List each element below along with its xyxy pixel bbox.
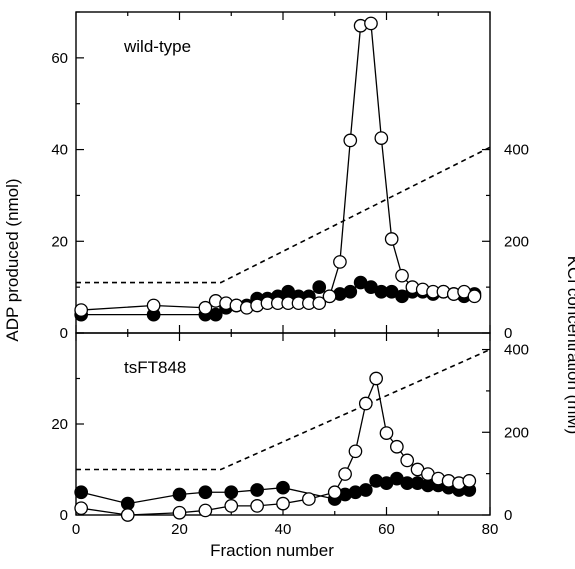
y-right-tick-label: 400 xyxy=(504,142,529,159)
y-right-tick-label: 200 xyxy=(504,233,529,250)
x-tick-label: 40 xyxy=(275,521,292,538)
panel-title: wild-type xyxy=(123,37,191,56)
panel-wild-type: 0 20 40 60 0 200 400 wild-type xyxy=(51,11,529,342)
open-circle-point xyxy=(384,232,399,246)
open-circle-point xyxy=(462,474,477,488)
filled-circle-point xyxy=(250,483,264,497)
y-right-tick-label: 200 xyxy=(504,424,529,441)
open-circle-point xyxy=(250,499,264,513)
open-circle-point xyxy=(358,396,373,411)
filled-circle-point xyxy=(172,487,187,502)
y-right-tick-label: 400 xyxy=(504,342,529,359)
open-circle-point xyxy=(333,255,347,269)
filled-circle-point xyxy=(208,307,223,322)
y-axis-left-title: ADP produced (nmol) xyxy=(3,178,22,341)
open-circle-point xyxy=(338,467,352,481)
open-circle-point xyxy=(172,505,187,520)
plot-frame xyxy=(75,11,491,334)
x-tick-label: 80 xyxy=(482,521,499,538)
open-circle-point xyxy=(327,485,342,500)
open-circle-point xyxy=(379,426,394,440)
panel-title: tsFT848 xyxy=(124,358,186,377)
kcl-gradient-line xyxy=(76,146,491,284)
open-circle-point xyxy=(374,131,389,145)
filled-circle-point xyxy=(276,480,290,495)
open-series-line xyxy=(81,376,470,516)
open-circle-point xyxy=(120,508,135,522)
x-axis-title: Fraction number xyxy=(210,541,334,560)
open-circle-point xyxy=(276,496,290,511)
open-circle-point xyxy=(198,503,213,518)
y-left-tick-label: 60 xyxy=(51,50,68,67)
open-circle-point xyxy=(395,268,409,283)
open-circle-point xyxy=(322,289,337,304)
open-circle-point xyxy=(224,499,239,513)
y-right-tick-label: 0 xyxy=(504,325,512,342)
filled-circle-point xyxy=(343,284,358,299)
filled-circle-point xyxy=(224,485,239,500)
kcl-gradient-line xyxy=(76,348,491,471)
open-circle-point xyxy=(74,303,89,317)
filled-circle-point xyxy=(198,485,213,500)
y-left-tick-label: 20 xyxy=(51,233,68,250)
y-axis-right-title: KCl concentration (mM) xyxy=(564,256,575,435)
y-left-tick-label: 0 xyxy=(60,507,68,524)
open-circle-point xyxy=(467,289,482,304)
x-axis: 0 20 40 60 80 xyxy=(72,521,499,538)
filled-circle-point xyxy=(358,483,373,497)
x-tick-label: 60 xyxy=(378,521,395,538)
open-circle-point xyxy=(312,296,327,311)
open-circle-point xyxy=(364,16,378,31)
open-circle-point xyxy=(302,492,316,506)
open-circle-point xyxy=(348,444,363,459)
open-circle-point xyxy=(389,439,404,454)
x-tick-label: 20 xyxy=(171,521,188,538)
open-circle-point xyxy=(400,453,415,468)
y-right-tick-label: 0 xyxy=(504,507,512,524)
open-circle-point xyxy=(74,501,89,516)
y-left-tick-label: 40 xyxy=(51,142,68,159)
y-left-tick-label: 20 xyxy=(51,416,68,433)
filled-circle-point xyxy=(120,496,135,511)
filled-circle-point xyxy=(312,280,327,294)
y-left-tick-label: 0 xyxy=(60,325,68,342)
open-circle-point xyxy=(343,133,358,148)
x-tick-label: 0 xyxy=(72,521,80,538)
open-series-line xyxy=(81,22,475,311)
filled-circle-point xyxy=(74,485,89,500)
open-circle-point xyxy=(198,300,213,315)
open-circle-point xyxy=(146,298,161,313)
open-circle-point xyxy=(369,371,383,386)
